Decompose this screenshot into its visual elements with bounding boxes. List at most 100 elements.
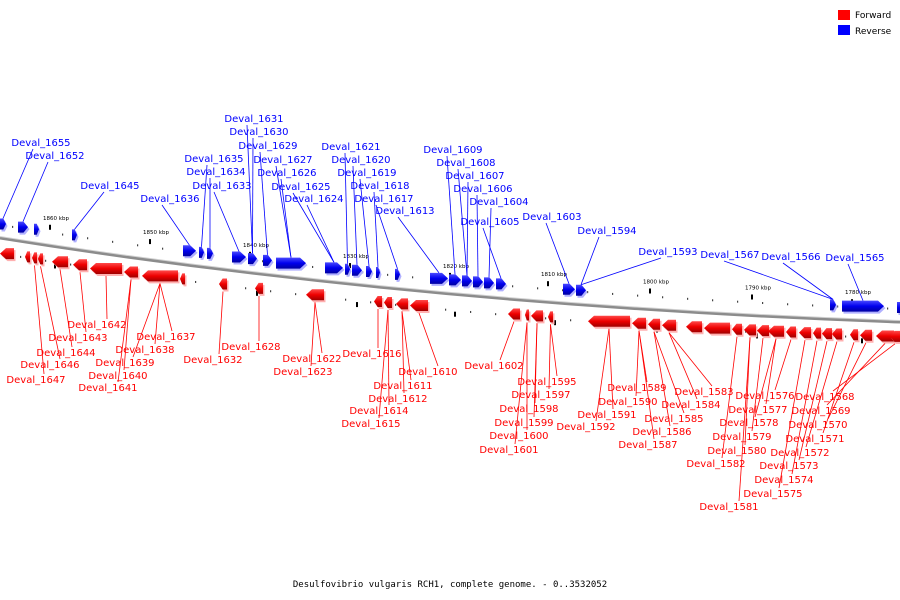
reverse-gene-arrow[interactable]	[496, 278, 506, 290]
forward-gene-arrow[interactable]	[306, 289, 324, 301]
gene-label-deval-1567[interactable]: Deval_1567	[700, 250, 759, 261]
gene-label-deval-1645[interactable]: Deval_1645	[80, 181, 139, 192]
gene-label-deval-1573[interactable]: Deval_1573	[759, 461, 818, 472]
gene-label-deval-1606[interactable]: Deval_1606	[453, 184, 512, 195]
forward-gene-arrow[interactable]	[822, 328, 832, 340]
gene-label-deval-1590[interactable]: Deval_1590	[598, 397, 657, 408]
forward-gene-arrow[interactable]	[548, 311, 553, 323]
gene-label-deval-1640[interactable]: Deval_1640	[88, 371, 147, 382]
reverse-gene-arrow[interactable]	[18, 221, 28, 233]
reverse-gene-arrow[interactable]	[462, 275, 472, 287]
gene-label-deval-1620[interactable]: Deval_1620	[331, 155, 390, 166]
reverse-gene-arrow[interactable]	[395, 268, 400, 280]
reverse-gene-arrow[interactable]	[897, 302, 900, 313]
gene-label-deval-1618[interactable]: Deval_1618	[350, 181, 409, 192]
gene-label-deval-1617[interactable]: Deval_1617	[354, 194, 413, 205]
reverse-gene-arrow[interactable]	[72, 229, 77, 241]
gene-label-deval-1574[interactable]: Deval_1574	[754, 475, 813, 486]
gene-label-deval-1655[interactable]: Deval_1655	[11, 138, 70, 149]
gene-label-deval-1604[interactable]: Deval_1604	[469, 197, 528, 208]
gene-label-deval-1638[interactable]: Deval_1638	[115, 345, 174, 356]
gene-label-deval-1631[interactable]: Deval_1631	[224, 114, 283, 125]
gene-label-deval-1602[interactable]: Deval_1602	[464, 361, 523, 372]
gene-label-deval-1599[interactable]: Deval_1599	[494, 418, 553, 429]
forward-gene-arrow[interactable]	[799, 327, 811, 339]
gene-label-deval-1639[interactable]: Deval_1639	[95, 358, 154, 369]
reverse-gene-arrow[interactable]	[473, 276, 483, 288]
gene-label-deval-1598[interactable]: Deval_1598	[499, 404, 558, 415]
gene-label-deval-1614[interactable]: Deval_1614	[349, 406, 408, 417]
gene-label-deval-1634[interactable]: Deval_1634	[186, 167, 245, 178]
reverse-gene-arrow[interactable]	[345, 263, 350, 275]
gene-label-deval-1607[interactable]: Deval_1607	[445, 171, 504, 182]
forward-gene-arrow[interactable]	[124, 266, 138, 278]
forward-gene-arrow[interactable]	[850, 329, 858, 341]
forward-gene-arrow[interactable]	[255, 282, 263, 294]
gene-label-deval-1579[interactable]: Deval_1579	[712, 432, 771, 443]
gene-label-deval-1641[interactable]: Deval_1641	[78, 383, 137, 394]
gene-label-deval-1633[interactable]: Deval_1633	[192, 181, 251, 192]
forward-gene-arrow[interactable]	[704, 322, 730, 334]
gene-label-deval-1603[interactable]: Deval_1603	[522, 212, 581, 223]
reverse-gene-arrow[interactable]	[263, 254, 272, 266]
gene-label-deval-1597[interactable]: Deval_1597	[511, 390, 570, 401]
gene-label-deval-1628[interactable]: Deval_1628	[221, 342, 280, 353]
gene-label-deval-1636[interactable]: Deval_1636	[140, 194, 199, 205]
gene-label-deval-1583[interactable]: Deval_1583	[674, 387, 733, 398]
gene-label-deval-1569[interactable]: Deval_1569	[791, 406, 850, 417]
forward-gene-arrow[interactable]	[374, 295, 382, 307]
gene-label-deval-1568[interactable]: Deval_1568	[795, 392, 854, 403]
gene-label-deval-1621[interactable]: Deval_1621	[321, 142, 380, 153]
gene-label-deval-1582[interactable]: Deval_1582	[686, 459, 745, 470]
gene-label-deval-1637[interactable]: Deval_1637	[136, 332, 195, 343]
gene-label-deval-1626[interactable]: Deval_1626	[257, 168, 316, 179]
forward-gene-arrow[interactable]	[786, 326, 796, 338]
reverse-gene-arrow[interactable]	[484, 277, 494, 289]
forward-gene-arrow[interactable]	[768, 325, 784, 337]
forward-gene-arrow[interactable]	[384, 296, 392, 308]
gene-label-deval-1565[interactable]: Deval_1565	[825, 253, 884, 264]
forward-gene-arrow[interactable]	[396, 298, 408, 310]
gene-label-deval-1566[interactable]: Deval_1566	[761, 252, 820, 263]
forward-gene-arrow[interactable]	[180, 273, 185, 285]
forward-gene-arrow[interactable]	[90, 262, 122, 274]
gene-label-deval-1609[interactable]: Deval_1609	[423, 145, 482, 156]
forward-gene-arrow[interactable]	[508, 308, 520, 320]
gene-label-deval-1591[interactable]: Deval_1591	[577, 410, 636, 421]
gene-label-deval-1587[interactable]: Deval_1587	[618, 440, 677, 451]
gene-label-deval-1619[interactable]: Deval_1619	[337, 168, 396, 179]
gene-label-deval-1571[interactable]: Deval_1571	[785, 434, 844, 445]
reverse-gene-arrow[interactable]	[183, 245, 196, 257]
gene-label-deval-1584[interactable]: Deval_1584	[661, 400, 720, 411]
gene-label-deval-1629[interactable]: Deval_1629	[238, 141, 297, 152]
reverse-gene-arrow[interactable]	[830, 299, 836, 311]
reverse-gene-arrow[interactable]	[449, 274, 461, 286]
reverse-gene-arrow[interactable]	[430, 272, 448, 284]
forward-gene-arrow[interactable]	[588, 315, 630, 327]
gene-label-deval-1577[interactable]: Deval_1577	[728, 405, 787, 416]
reverse-gene-arrow[interactable]	[842, 300, 884, 312]
reverse-gene-arrow[interactable]	[563, 283, 575, 295]
reverse-gene-arrow[interactable]	[232, 251, 246, 263]
gene-label-deval-1581[interactable]: Deval_1581	[699, 502, 758, 513]
gene-label-deval-1595[interactable]: Deval_1595	[517, 377, 576, 388]
gene-label-deval-1652[interactable]: Deval_1652	[25, 151, 84, 162]
gene-label-deval-1593[interactable]: Deval_1593	[638, 247, 697, 258]
gene-label-deval-1601[interactable]: Deval_1601	[479, 445, 538, 456]
forward-gene-arrow[interactable]	[531, 310, 543, 322]
forward-gene-arrow[interactable]	[142, 270, 178, 282]
forward-gene-arrow[interactable]	[732, 323, 742, 335]
gene-label-deval-1623[interactable]: Deval_1623	[273, 367, 332, 378]
forward-gene-arrow[interactable]	[32, 252, 37, 264]
gene-label-deval-1570[interactable]: Deval_1570	[788, 420, 847, 431]
forward-gene-arrow[interactable]	[757, 325, 769, 337]
reverse-gene-arrow[interactable]	[376, 266, 380, 278]
gene-label-deval-1625[interactable]: Deval_1625	[271, 182, 330, 193]
gene-label-deval-1630[interactable]: Deval_1630	[229, 127, 288, 138]
forward-gene-arrow[interactable]	[73, 259, 87, 271]
reverse-gene-arrow[interactable]	[0, 218, 6, 230]
gene-label-deval-1589[interactable]: Deval_1589	[607, 383, 666, 394]
gene-label-deval-1600[interactable]: Deval_1600	[489, 431, 548, 442]
gene-label-deval-1613[interactable]: Deval_1613	[375, 206, 434, 217]
forward-gene-arrow[interactable]	[38, 253, 43, 265]
